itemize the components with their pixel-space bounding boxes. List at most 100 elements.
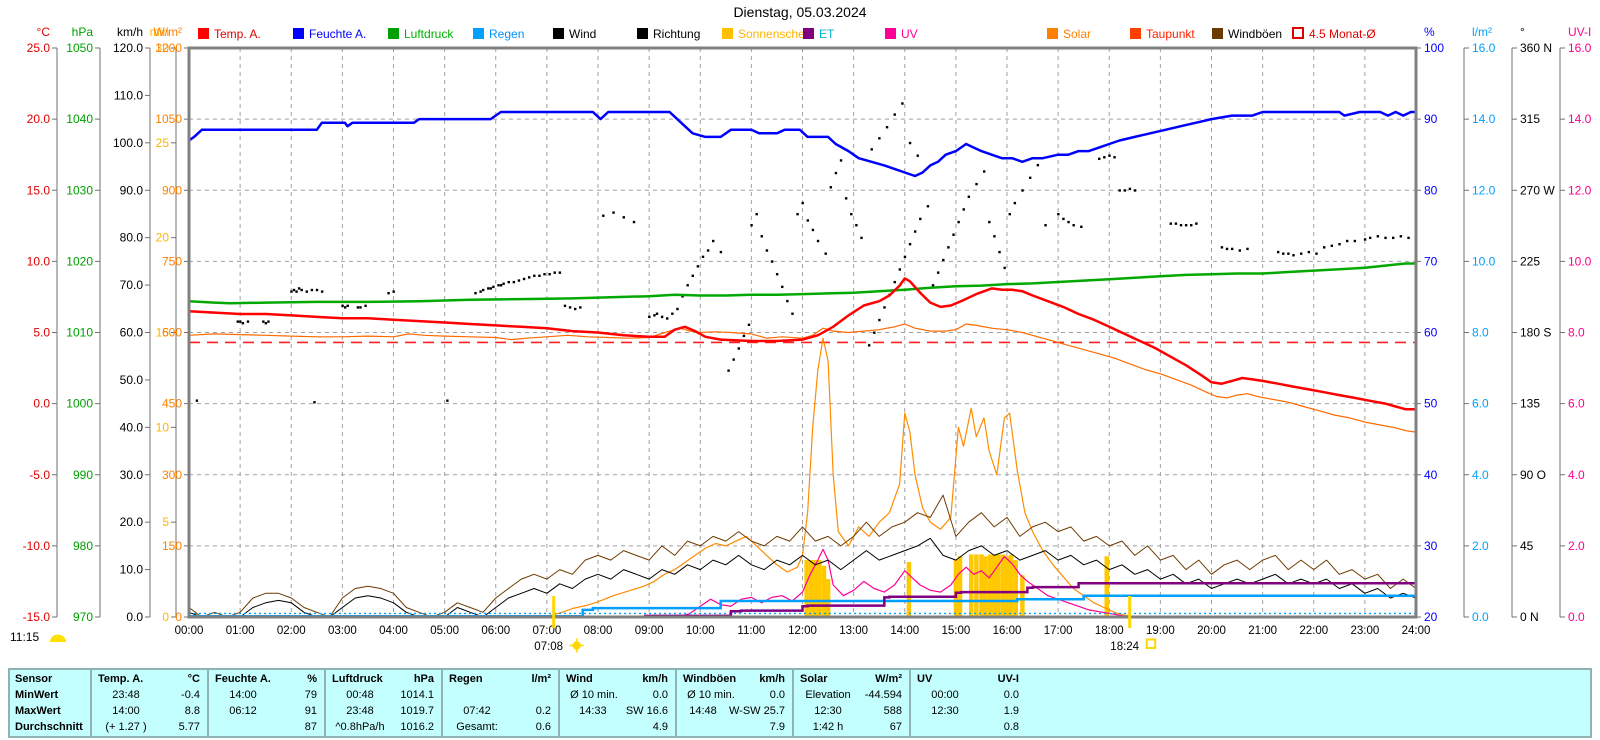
svg-text:450: 450 — [162, 397, 182, 411]
plot-border — [187, 46, 1418, 619]
sunset-square-icon — [1145, 638, 1157, 649]
table-cell-time: 14:48 — [689, 705, 717, 717]
svg-text:70.0: 70.0 — [120, 278, 144, 292]
svg-text:50: 50 — [1424, 397, 1438, 411]
legend-label: Taupunkt — [1146, 27, 1195, 41]
table-cell-time: 07:42 — [463, 705, 491, 717]
table-column-name: Feuchte A. — [215, 673, 271, 685]
legend-label: Wind — [569, 27, 597, 41]
legend-label: ET — [819, 27, 835, 41]
svg-text:90 O: 90 O — [1520, 468, 1546, 482]
table-column-header: Feuchte A.% — [209, 671, 324, 687]
table-column-unit: km/h — [642, 673, 668, 685]
svg-text:300: 300 — [162, 468, 182, 482]
axis-left-min: 30 25 20 15 10 5 0 min — [150, 25, 177, 624]
svg-text:05:00: 05:00 — [430, 625, 459, 637]
table-cell-value: 0.0 — [652, 689, 668, 701]
legend-label: 4.5 Monat-Ø — [1309, 27, 1376, 41]
svg-text:20: 20 — [1424, 610, 1438, 624]
legend-swatch-icon — [388, 28, 399, 39]
svg-text:30: 30 — [1424, 539, 1438, 553]
svg-text:0.0: 0.0 — [126, 610, 143, 624]
svg-text:%: % — [1424, 25, 1435, 39]
svg-text:40: 40 — [1424, 468, 1438, 482]
svg-text:45: 45 — [1520, 539, 1534, 553]
table-column-name: UV — [917, 673, 933, 685]
weather-chart: 25.0 20.0 15.0 10.0 5.0 0.0 -5.0 -10.0 -15.0 °C 10… — [10, 25, 1592, 653]
legend-swatch-icon — [293, 28, 304, 39]
svg-text:50.0: 50.0 — [120, 373, 144, 387]
axis-right-lm: 16.0 14.0 12.0 10.0 8.0 6.0 4.0 2.0 0.0 l/m² — [1463, 25, 1496, 624]
svg-text:07:08: 07:08 — [534, 641, 563, 653]
svg-text:15:00: 15:00 — [941, 625, 970, 637]
svg-text:18:00: 18:00 — [1095, 625, 1124, 637]
legend-label: Sonnenschein — [738, 27, 815, 41]
series-luftdruck — [189, 262, 1416, 305]
table-cell-value: 0.8 — [1003, 721, 1019, 733]
table-row-max: 07:42 0.2 — [443, 703, 558, 719]
svg-text:2.0: 2.0 — [1568, 539, 1585, 553]
table-column-unit: °C — [187, 673, 200, 685]
table-column-unit: l/m² — [531, 673, 551, 685]
table-column-name: Solar — [800, 673, 828, 685]
table-cell-time: 1:42 h — [812, 721, 844, 733]
svg-text:08:00: 08:00 — [584, 625, 613, 637]
legend-item-regen: Regen — [473, 27, 524, 41]
svg-text:0.0: 0.0 — [33, 397, 50, 411]
table-column-solar: Solar W/m² Elevation -44.594 12:30 588 1:42 h 6… — [792, 670, 909, 736]
svg-text:4.0: 4.0 — [1472, 468, 1489, 482]
svg-text:12.0: 12.0 — [1472, 183, 1496, 197]
series-layer — [189, 102, 1416, 617]
svg-text:°C: °C — [37, 25, 51, 39]
legend-swatch-icon — [1047, 28, 1058, 39]
table-column-unit: hPa — [413, 673, 434, 685]
svg-text:150: 150 — [162, 539, 182, 553]
series-regen — [189, 594, 1416, 617]
table-cell-value: -0.4 — [181, 689, 200, 701]
svg-text:70: 70 — [1424, 254, 1438, 268]
legend-item-solar: Solar — [1047, 27, 1091, 41]
svg-text:120.0: 120.0 — [113, 41, 143, 55]
svg-text:22:00: 22:00 — [1299, 625, 1328, 637]
moon-icon — [50, 634, 66, 642]
series-taupunkt — [189, 323, 1416, 433]
svg-text:1050: 1050 — [155, 112, 182, 126]
svg-text:23:00: 23:00 — [1350, 625, 1379, 637]
table-column-name: Temp. A. — [98, 673, 144, 685]
table-cell-time — [560, 719, 628, 735]
svg-text:4.0: 4.0 — [1568, 468, 1585, 482]
svg-text:04:00: 04:00 — [379, 625, 408, 637]
svg-text:8.0: 8.0 — [1472, 326, 1489, 340]
table-row-label-column: Sensor MinWert MaxWert Durchschnitt — [10, 670, 90, 736]
svg-text:990: 990 — [73, 468, 93, 482]
table-cell-time: 06:12 — [229, 705, 257, 717]
table-row-max: 12:30 1.9 — [911, 703, 1026, 719]
table-row-min: Ø 10 min. 0.0 — [560, 687, 675, 703]
svg-text:10: 10 — [156, 420, 170, 434]
svg-text:750: 750 — [162, 254, 182, 268]
svg-text:225: 225 — [1520, 254, 1540, 268]
table-cell-value: 5.77 — [178, 721, 200, 733]
sunrise-sun-icon — [569, 638, 584, 653]
table-cell-value: 0.2 — [535, 705, 551, 717]
svg-text:13:00: 13:00 — [839, 625, 868, 637]
svg-text:6.0: 6.0 — [1472, 397, 1489, 411]
svg-text:UV-I: UV-I — [1568, 25, 1591, 39]
svg-text:07:00: 07:00 — [532, 625, 561, 637]
svg-text:80: 80 — [1424, 183, 1438, 197]
svg-text:06:00: 06:00 — [481, 625, 510, 637]
svg-text:21:00: 21:00 — [1248, 625, 1277, 637]
svg-text:°: ° — [1520, 25, 1525, 39]
svg-text:15: 15 — [156, 326, 170, 340]
table-cell-time: Ø 10 min. — [570, 689, 618, 701]
svg-text:10:00: 10:00 — [686, 625, 715, 637]
legend-swatch-icon — [1212, 28, 1223, 39]
svg-text:hPa: hPa — [72, 25, 94, 39]
table-column-unit: % — [307, 673, 317, 685]
table-cell-time: 12:30 — [814, 705, 842, 717]
legend-swatch-icon — [885, 28, 896, 39]
svg-text:5: 5 — [162, 515, 169, 529]
legend-swatch-icon — [473, 28, 484, 39]
svg-text:110.0: 110.0 — [114, 88, 143, 102]
svg-text:900: 900 — [162, 183, 182, 197]
